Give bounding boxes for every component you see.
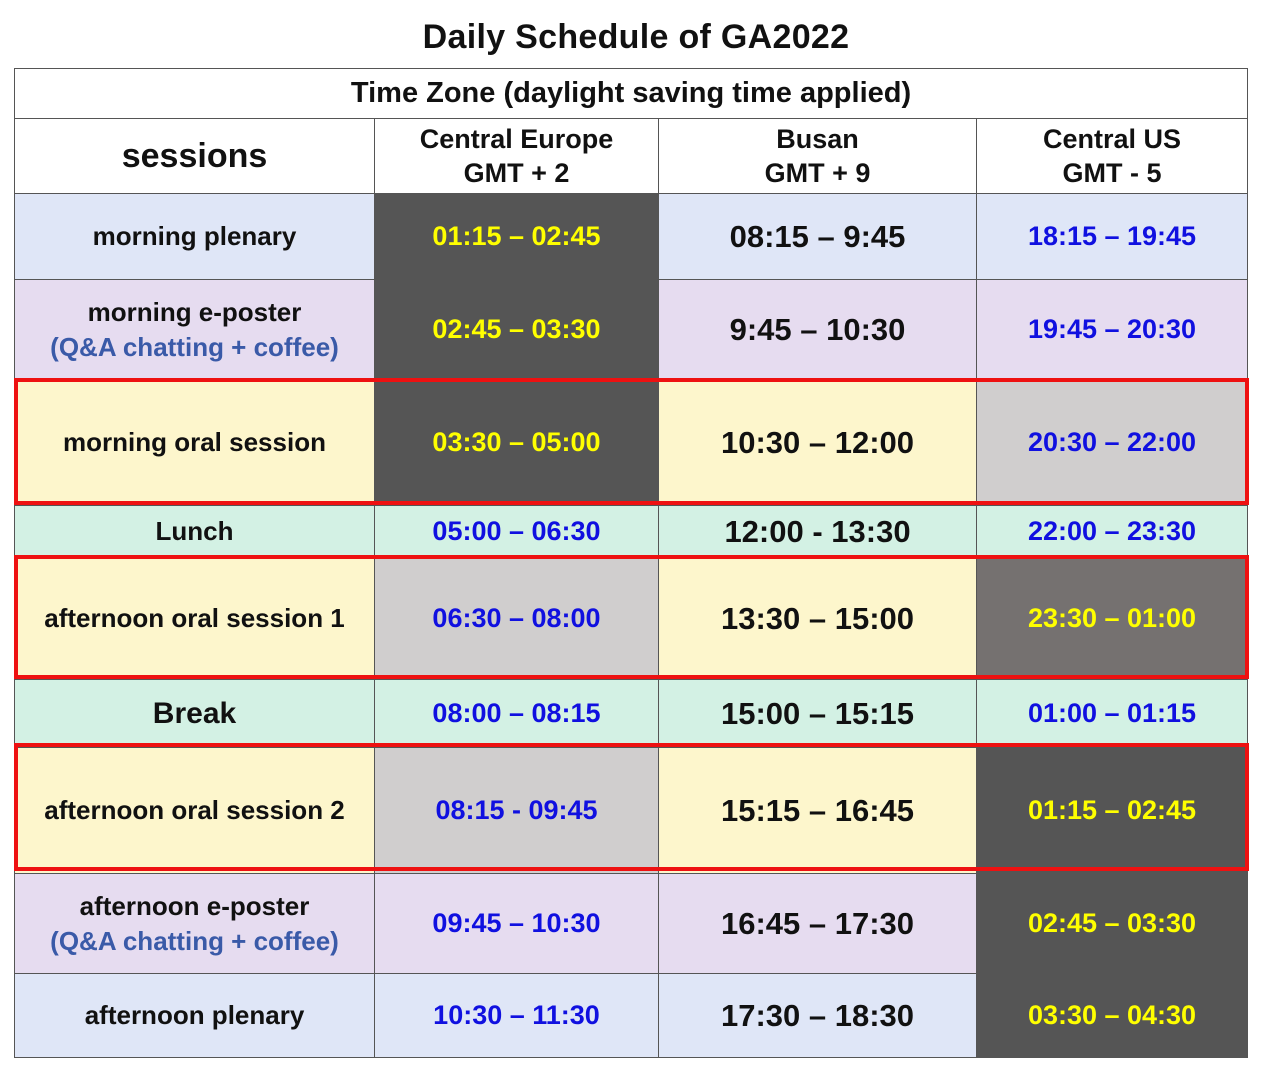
zone-header-europe: Central Europe GMT + 2 — [374, 118, 659, 194]
time-europe: 08:00 – 08:15 — [374, 679, 659, 748]
time-us: 02:45 – 03:30 — [975, 873, 1249, 974]
session-label: morning plenary — [92, 221, 297, 251]
table-row: Lunch 05:00 – 06:30 12:00 - 13:30 22:00 … — [14, 505, 1249, 558]
session-label: Lunch — [155, 516, 234, 546]
table-row: afternoon plenary 10:30 – 11:30 17:30 – … — [14, 973, 1249, 1058]
page-title: Daily Schedule of GA2022 — [422, 18, 850, 56]
time-busan: 9:45 – 10:30 — [658, 279, 977, 380]
session-label: morning oral session — [63, 427, 326, 457]
time-us: 18:15 – 19:45 — [975, 193, 1249, 280]
time-busan: 13:30 – 15:00 — [658, 557, 977, 680]
time-us: 22:00 – 23:30 — [975, 505, 1249, 558]
zone-header-busan: Busan GMT + 9 — [658, 118, 977, 194]
table-row: afternoon e-poster (Q&A chatting + coffee… — [14, 873, 1249, 974]
zone-offset: GMT - 5 — [1062, 158, 1162, 188]
session-sublabel: (Q&A chatting + coffee) — [50, 331, 339, 362]
time-us: 01:15 – 02:45 — [975, 747, 1249, 874]
session-name: afternoon oral session 1 — [14, 557, 375, 680]
time-busan: 10:30 – 12:00 — [658, 379, 977, 506]
table-row: afternoon oral session 2 08:15 - 09:45 1… — [14, 747, 1249, 874]
time-us: 23:30 – 01:00 — [975, 557, 1249, 680]
session-label: afternoon oral session 2 — [44, 795, 345, 825]
session-name: morning e-poster (Q&A chatting + coffee) — [14, 279, 375, 380]
session-name: afternoon e-poster (Q&A chatting + coffee… — [14, 873, 375, 974]
time-europe: 02:45 – 03:30 — [374, 279, 659, 380]
time-europe: 01:15 – 02:45 — [374, 193, 659, 280]
session-name: afternoon plenary — [14, 973, 375, 1058]
time-us: 03:30 – 04:30 — [975, 973, 1249, 1058]
session-name: Lunch — [14, 505, 375, 558]
time-europe: 09:45 – 10:30 — [374, 873, 659, 974]
time-europe: 10:30 – 11:30 — [374, 973, 659, 1058]
session-label: afternoon oral session 1 — [44, 603, 345, 633]
session-sublabel: (Q&A chatting + coffee) — [50, 925, 339, 956]
time-europe: 08:15 - 09:45 — [374, 747, 659, 874]
time-busan: 08:15 – 9:45 — [658, 193, 977, 280]
zone-name: Central Europe — [419, 124, 614, 154]
sessions-header: sessions — [14, 118, 375, 194]
time-busan: 15:00 – 15:15 — [658, 679, 977, 748]
time-busan: 16:45 – 17:30 — [658, 873, 977, 974]
time-busan: 15:15 – 16:45 — [658, 747, 977, 874]
table-row: morning oral session 03:30 – 05:00 10:30… — [14, 379, 1249, 506]
session-label: morning e-poster — [87, 296, 302, 327]
time-busan: 12:00 - 13:30 — [658, 505, 977, 558]
session-label: Break — [152, 697, 237, 730]
time-europe: 05:00 – 06:30 — [374, 505, 659, 558]
time-zone-header: Time Zone (daylight saving time applied) — [13, 68, 1249, 119]
session-label: afternoon plenary — [84, 1000, 305, 1030]
time-us: 01:00 – 01:15 — [975, 679, 1249, 748]
schedule-table: Time Zone (daylight saving time applied)… — [13, 68, 1249, 1058]
time-europe: 03:30 – 05:00 — [374, 379, 659, 506]
table-row: morning e-poster (Q&A chatting + coffee) … — [14, 279, 1249, 380]
time-us: 20:30 – 22:00 — [975, 379, 1249, 506]
table-row: afternoon oral session 1 06:30 – 08:00 1… — [14, 557, 1249, 680]
session-name: Break — [14, 679, 375, 748]
session-name: morning oral session — [14, 379, 375, 506]
zone-header-us: Central US GMT - 5 — [975, 118, 1249, 194]
time-busan: 17:30 – 18:30 — [658, 973, 977, 1058]
table-row: morning plenary 01:15 – 02:45 08:15 – 9:… — [14, 193, 1249, 280]
zone-offset: GMT + 9 — [764, 158, 871, 188]
session-label: afternoon e-poster — [79, 890, 310, 921]
zone-name: Central US — [1042, 124, 1182, 154]
time-europe: 06:30 – 08:00 — [374, 557, 659, 680]
session-name: afternoon oral session 2 — [14, 747, 375, 874]
time-us: 19:45 – 20:30 — [975, 279, 1249, 380]
zone-name: Busan — [776, 124, 859, 154]
session-name: morning plenary — [14, 193, 375, 280]
zone-offset: GMT + 2 — [463, 158, 570, 188]
table-row: Break 08:00 – 08:15 15:00 – 15:15 01:00 … — [14, 679, 1249, 748]
